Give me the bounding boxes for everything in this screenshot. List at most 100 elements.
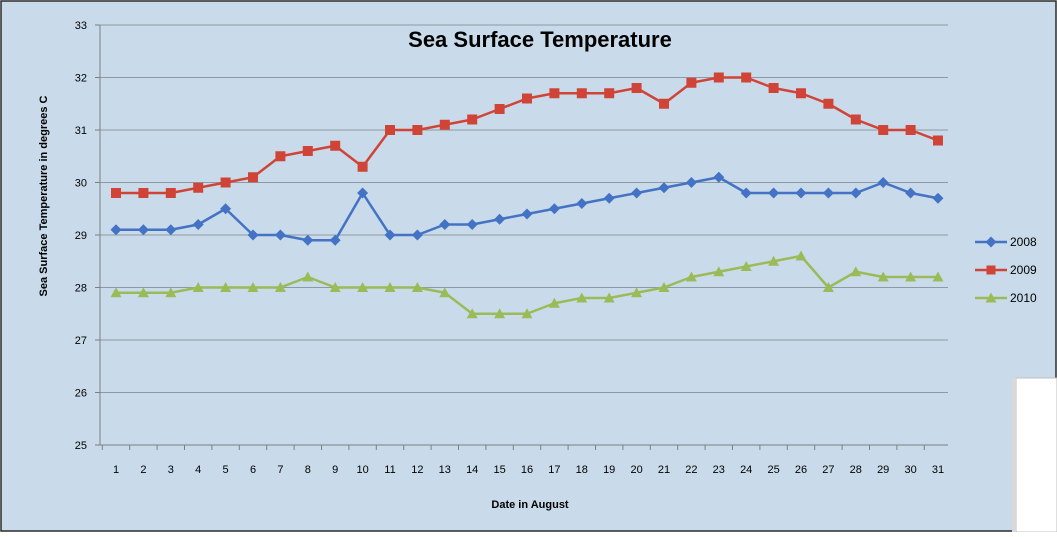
series-2009 <box>111 72 943 198</box>
data-point-2010 <box>795 250 807 261</box>
data-point-2008 <box>631 187 643 199</box>
data-point-2010 <box>137 287 149 298</box>
data-point-2008 <box>165 224 177 236</box>
x-tick-label: 15 <box>493 464 505 476</box>
data-point-2009 <box>576 88 587 99</box>
data-point-2010 <box>357 282 369 292</box>
data-point-2009 <box>275 151 286 162</box>
x-tick-label: 3 <box>168 464 174 476</box>
data-point-2008 <box>850 187 862 199</box>
x-tick-label: 13 <box>439 464 451 476</box>
data-point-2010 <box>274 282 286 292</box>
data-point-2009 <box>220 177 231 188</box>
data-point-2008 <box>713 171 725 183</box>
x-tick-label: 5 <box>223 464 229 476</box>
data-point-2009 <box>357 161 368 172</box>
data-point-2008 <box>905 187 917 199</box>
data-point-2010 <box>302 271 314 282</box>
data-point-2010 <box>822 282 834 292</box>
data-point-2010 <box>548 297 560 308</box>
data-point-2008 <box>302 234 314 246</box>
data-point-2008 <box>822 187 834 199</box>
data-point-2009 <box>111 188 121 198</box>
y-tick-label: 31 <box>75 125 87 137</box>
x-tick-label: 17 <box>548 464 560 476</box>
x-tick-label: 26 <box>795 464 807 476</box>
legend-marker <box>986 265 996 275</box>
data-point-2009 <box>604 88 615 99</box>
data-point-2009 <box>439 119 450 130</box>
data-point-2010 <box>466 308 478 319</box>
data-point-2009 <box>412 125 423 135</box>
x-tick-label: 21 <box>658 464 670 476</box>
data-point-2010 <box>713 266 725 277</box>
data-point-2009 <box>659 98 669 109</box>
data-point-2009 <box>193 182 204 193</box>
data-point-2008 <box>274 229 286 241</box>
y-tick-label: 26 <box>75 388 87 400</box>
y-tick-label: 33 <box>75 20 87 32</box>
data-point-2008 <box>685 177 697 188</box>
data-point-2010 <box>329 282 341 292</box>
data-point-2010 <box>631 287 643 298</box>
data-point-2009 <box>467 114 478 125</box>
data-point-2008 <box>220 203 232 215</box>
data-point-2010 <box>494 308 506 319</box>
data-point-2008 <box>932 192 944 204</box>
x-tick-label: 7 <box>277 464 283 476</box>
legend: 2008 2009 2010 <box>975 235 1037 305</box>
data-point-2010 <box>439 287 451 298</box>
x-tick-label: 1 <box>113 464 119 476</box>
x-tick-label: 8 <box>305 464 311 476</box>
x-tick-label: 18 <box>576 464 588 476</box>
data-point-2009 <box>330 140 341 151</box>
data-point-2008 <box>137 224 149 236</box>
data-point-2010 <box>192 282 204 292</box>
data-point-2008 <box>494 213 506 225</box>
data-point-2008 <box>439 219 451 230</box>
x-tick-label: 20 <box>630 464 642 476</box>
legend-label: 2009 <box>1010 263 1037 277</box>
data-point-2009 <box>713 72 724 83</box>
chart-title: Sea Surface Temperature <box>408 27 672 52</box>
data-point-2008 <box>192 219 204 230</box>
data-point-2009 <box>796 88 806 99</box>
data-point-2009 <box>823 98 834 109</box>
x-tick-label: 16 <box>521 464 533 476</box>
data-point-2009 <box>165 188 176 198</box>
data-point-2010 <box>165 287 177 298</box>
data-point-2009 <box>905 125 916 135</box>
data-point-2009 <box>385 125 395 135</box>
x-tick-label: 29 <box>877 464 889 476</box>
x-tick-label: 28 <box>850 464 862 476</box>
y-axis-title: Sea Surface Temperature in degrees C <box>38 95 50 296</box>
series-2010 <box>110 250 944 319</box>
x-tick-label: 23 <box>713 464 725 476</box>
data-point-2010 <box>905 271 917 282</box>
x-tick-label: 6 <box>250 464 256 476</box>
legend-marker <box>985 292 997 303</box>
data-point-2008 <box>411 229 423 241</box>
data-point-2010 <box>685 271 697 282</box>
x-tick-label: 11 <box>384 464 395 476</box>
x-tick-label: 14 <box>466 464 478 476</box>
data-point-2009 <box>686 77 697 88</box>
data-point-2008 <box>603 192 615 204</box>
x-tick-label: 2 <box>140 464 146 476</box>
data-point-2009 <box>741 72 752 83</box>
x-tick-label: 24 <box>740 464 752 476</box>
data-series <box>110 72 944 319</box>
y-tick-label: 27 <box>75 335 87 347</box>
data-point-2008 <box>384 229 396 241</box>
data-point-2008 <box>768 187 780 199</box>
data-point-2009 <box>878 125 889 135</box>
x-tick-label: 25 <box>767 464 779 476</box>
data-point-2010 <box>603 292 615 303</box>
y-tick-label: 32 <box>75 73 87 85</box>
y-tick-label: 28 <box>75 283 87 295</box>
data-point-2008 <box>658 182 670 194</box>
data-point-2010 <box>220 282 232 292</box>
data-point-2010 <box>877 271 889 282</box>
